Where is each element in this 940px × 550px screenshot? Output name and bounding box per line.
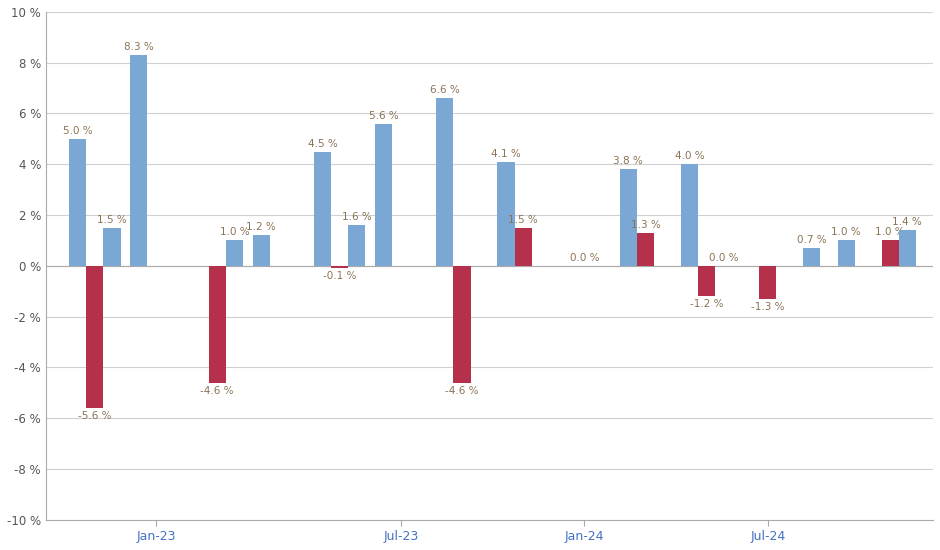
Text: 4.0 %: 4.0 % bbox=[675, 151, 704, 161]
Bar bbox=[70, 139, 86, 266]
Bar bbox=[103, 228, 120, 266]
Text: 1.5 %: 1.5 % bbox=[97, 214, 127, 224]
Bar bbox=[760, 266, 776, 299]
Text: 5.0 %: 5.0 % bbox=[63, 126, 92, 136]
Text: -1.2 %: -1.2 % bbox=[690, 299, 724, 309]
Text: 5.6 %: 5.6 % bbox=[368, 111, 399, 120]
Text: 1.3 %: 1.3 % bbox=[631, 220, 661, 230]
Text: 1.4 %: 1.4 % bbox=[892, 217, 922, 227]
Text: 0.0 %: 0.0 % bbox=[570, 253, 599, 263]
Bar bbox=[331, 266, 348, 268]
Bar bbox=[497, 162, 514, 266]
Bar bbox=[453, 266, 471, 383]
Text: -4.6 %: -4.6 % bbox=[446, 386, 478, 395]
Text: -0.1 %: -0.1 % bbox=[323, 271, 356, 282]
Bar bbox=[514, 228, 532, 266]
Bar bbox=[314, 152, 331, 266]
Bar bbox=[86, 266, 103, 408]
Bar bbox=[348, 225, 366, 266]
Text: 1.2 %: 1.2 % bbox=[246, 222, 276, 232]
Bar bbox=[698, 266, 715, 296]
Bar bbox=[226, 240, 243, 266]
Bar bbox=[619, 169, 637, 266]
Text: 1.0 %: 1.0 % bbox=[875, 227, 905, 238]
Text: 1.0 %: 1.0 % bbox=[220, 227, 249, 238]
Text: 3.8 %: 3.8 % bbox=[614, 156, 643, 166]
Text: 6.6 %: 6.6 % bbox=[430, 85, 460, 95]
Bar bbox=[637, 233, 654, 266]
Text: 1.0 %: 1.0 % bbox=[831, 227, 861, 238]
Bar bbox=[681, 164, 698, 266]
Text: 4.1 %: 4.1 % bbox=[491, 148, 521, 158]
Text: 4.5 %: 4.5 % bbox=[307, 139, 337, 148]
Text: 1.6 %: 1.6 % bbox=[342, 212, 371, 222]
Bar bbox=[375, 124, 392, 266]
Bar bbox=[209, 266, 226, 383]
Bar bbox=[436, 98, 453, 266]
Bar bbox=[253, 235, 270, 266]
Bar bbox=[882, 240, 899, 266]
Bar bbox=[838, 240, 854, 266]
Bar bbox=[131, 55, 148, 266]
Text: -5.6 %: -5.6 % bbox=[78, 411, 112, 421]
Text: 0.7 %: 0.7 % bbox=[797, 235, 826, 245]
Bar bbox=[899, 230, 916, 266]
Text: 1.5 %: 1.5 % bbox=[509, 214, 538, 224]
Text: -4.6 %: -4.6 % bbox=[200, 386, 234, 395]
Text: 0.0 %: 0.0 % bbox=[709, 253, 739, 263]
Text: 8.3 %: 8.3 % bbox=[124, 42, 154, 52]
Text: -1.3 %: -1.3 % bbox=[751, 302, 785, 312]
Bar bbox=[804, 248, 821, 266]
